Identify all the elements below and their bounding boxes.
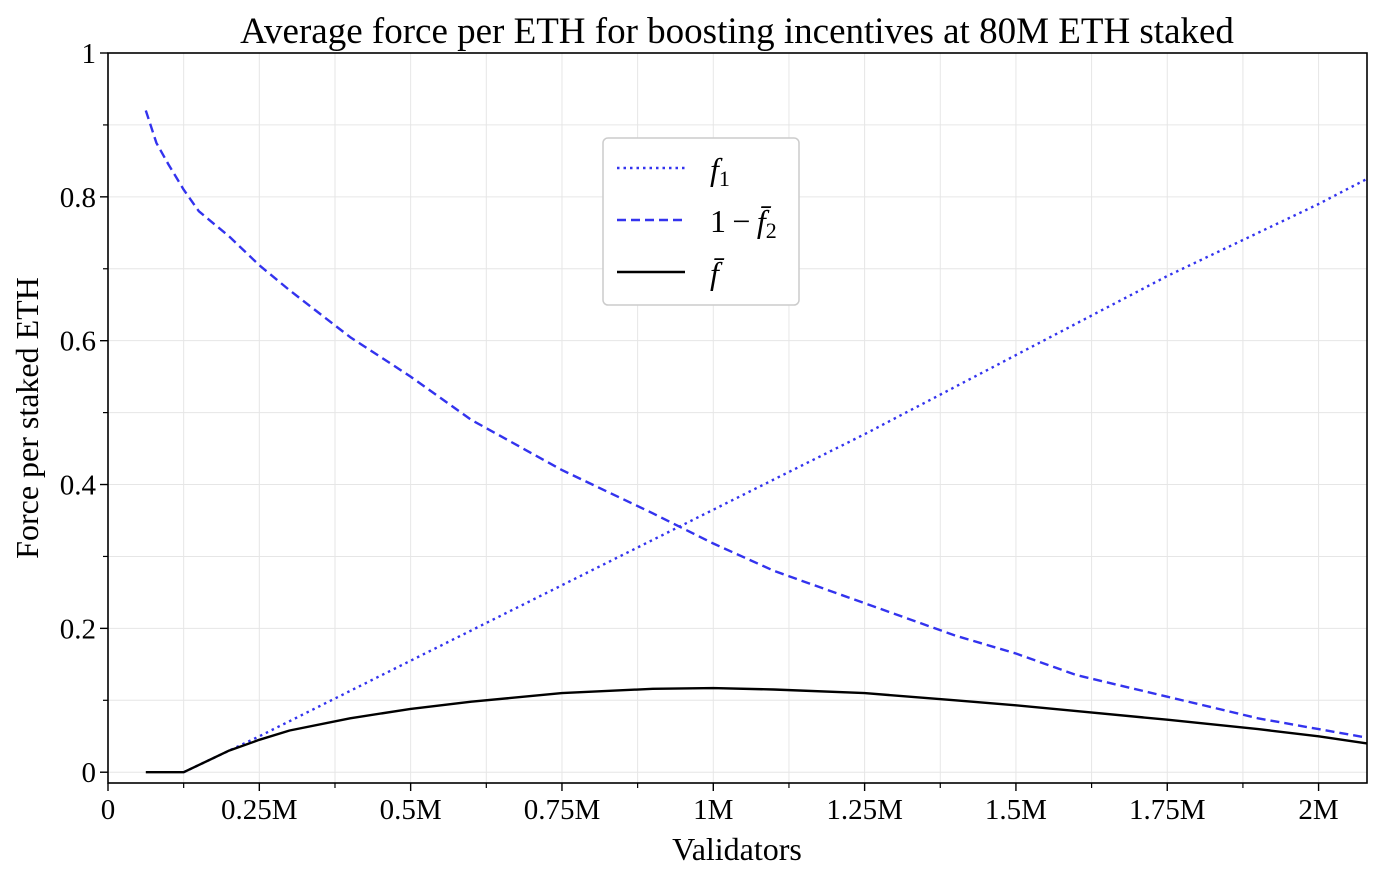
y-tick-label: 0	[82, 757, 97, 789]
series-fbar	[145, 686, 1368, 774]
x-tick-label: 2M	[1298, 794, 1338, 826]
y-tick-label: 0.4	[60, 470, 97, 502]
ticks: 0 0.25M 0.5M 0.75M 1M 1.25M 1.5M 1.75M 2M 0 0.2 0.4…	[60, 38, 1339, 826]
x-tick-label: 0.75M	[524, 794, 601, 826]
axes	[107, 52, 1368, 784]
legend: f1 1 − f̄2 f̄	[602, 137, 800, 306]
plot-frame	[107, 52, 1368, 784]
x-tick-label: 1M	[693, 794, 733, 826]
x-tick-label: 1.75M	[1129, 794, 1206, 826]
x-tick-label: 0.5M	[380, 794, 442, 826]
y-axis-label: Force per staked ETH	[9, 277, 45, 559]
x-tick-label: 1.5M	[985, 794, 1047, 826]
series-layer	[144, 110, 1368, 774]
y-tick-label: 0.8	[60, 182, 96, 214]
chart-title: Average force per ETH for boosting incen…	[240, 11, 1234, 52]
x-tick-label: 0	[101, 794, 116, 826]
x-tick-label: 1.25M	[826, 794, 903, 826]
legend-box	[602, 137, 800, 306]
x-axis-label: Validators	[672, 831, 802, 867]
series-one-minus-f2	[144, 110, 1368, 739]
y-tick-label: 0.2	[60, 613, 96, 645]
y-tick-label: 0.6	[60, 326, 96, 358]
x-tick-label: 0.25M	[221, 794, 298, 826]
y-tick-label: 1	[82, 38, 97, 70]
